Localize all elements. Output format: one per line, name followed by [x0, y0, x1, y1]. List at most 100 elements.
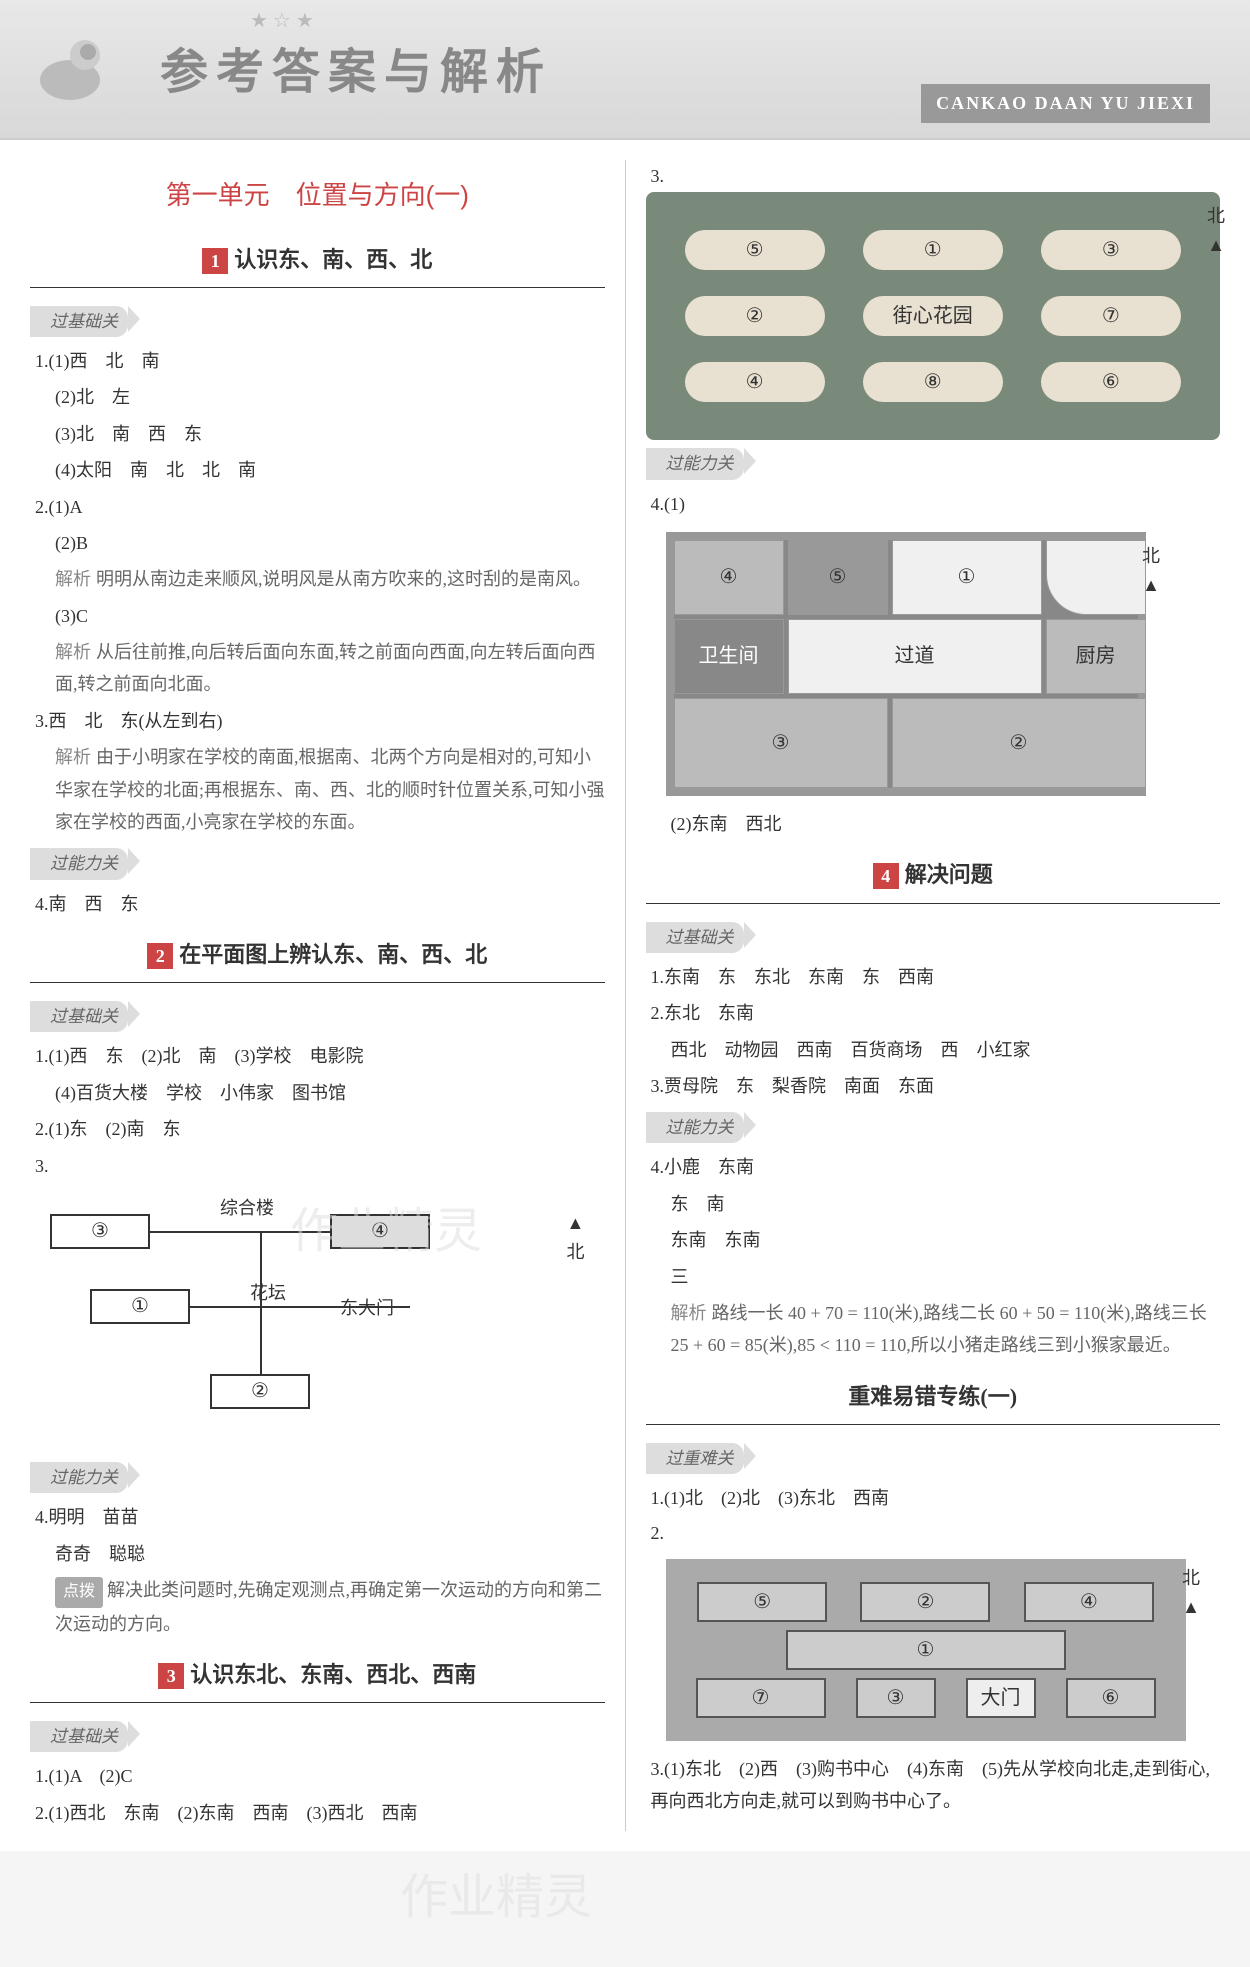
garden-diagram: ⑤ ① ③ ② 街心花园 ⑦ ④ ⑧ ⑥: [646, 192, 1221, 440]
diagram-box-4: ④: [330, 1214, 430, 1249]
answer-text: 4.小鹿 东南: [646, 1149, 1221, 1185]
section-1-title: 1认识东、南、西、北: [30, 242, 605, 277]
garden-pill: ⑦: [1041, 296, 1181, 336]
answer-text: 3.西 北 东(从左到右): [30, 703, 605, 739]
room-1: ①: [892, 540, 1042, 615]
section-num: 2: [147, 943, 173, 969]
level-hard-tag: 过重难关: [646, 1443, 744, 1474]
building-box: ①: [786, 1630, 1066, 1670]
level-basic-tag: 过基础关: [646, 922, 744, 953]
section-text: 在平面图上辨认东、南、西、北: [179, 942, 487, 967]
answer-text: 2.东北 东南: [646, 995, 1221, 1031]
answer-text: (2)东南 西北: [646, 806, 1221, 842]
main-content: 第一单元 位置与方向(一) 1认识东、南、西、北 过基础关 1.(1)西 北 南…: [0, 140, 1250, 1851]
header-pinyin-badge: CANKAO DAAN YU JIEXI: [921, 84, 1210, 123]
analysis-content: 明明从南边走来顺风,说明风是从南方吹来的,这时刮的是南风。: [96, 569, 591, 589]
section-text: 解决问题: [905, 862, 993, 887]
divider-line: [30, 287, 605, 288]
section-text: 认识东、南、西、北: [234, 247, 432, 272]
left-column: 第一单元 位置与方向(一) 1认识东、南、西、北 过基础关 1.(1)西 北 南…: [30, 160, 605, 1831]
garden-pill-center: 街心花园: [863, 296, 1003, 336]
right-column: 3. ⑤ ① ③ ② 街心花园 ⑦ ④ ⑧ ⑥ 北▲: [646, 160, 1221, 1831]
answer-text: 奇奇 聪聪: [30, 1536, 605, 1572]
diagram-box-3: ③: [50, 1214, 150, 1249]
answer-text: (2)北 左: [30, 379, 605, 415]
building-box: ④: [1024, 1582, 1154, 1622]
north-indicator: 北▲: [1182, 1564, 1200, 1622]
level-basic-tag: 过基础关: [30, 1721, 128, 1752]
analysis-label: 解析: [55, 569, 91, 589]
building-box: ②: [860, 1582, 990, 1622]
section-text: 认识东北、东南、西北、西南: [190, 1662, 476, 1687]
answer-text: 三: [646, 1259, 1221, 1295]
diagram-line: [260, 1231, 262, 1374]
analysis-text: 解析路线一长 40 + 70 = 110(米),路线二长 60 + 50 = 1…: [646, 1295, 1221, 1364]
level-ability-tag: 过能力关: [646, 1112, 744, 1143]
analysis-label: 解析: [55, 642, 91, 662]
room-4: ④: [674, 540, 784, 615]
answer-text: 2.(1)东 (2)南 东: [30, 1111, 605, 1147]
analysis-content: 从后往前推,向后转后面向东面,转之前面向西面,向左转后面向西面,转之前面向北面。: [55, 642, 596, 694]
answer-text: 4.明明 苗苗: [30, 1499, 605, 1535]
level-basic-tag: 过基础关: [30, 1001, 128, 1032]
analysis-text: 解析由于小明家在学校的南面,根据南、北两个方向是相对的,可知小华家在学校的北面;…: [30, 739, 605, 840]
answer-text: 2.(1)A: [30, 489, 605, 525]
north-indicator: 北▲: [1142, 542, 1160, 600]
answer-text: 1.(1)西 北 南: [30, 343, 605, 379]
answer-text: 东 南: [646, 1186, 1221, 1222]
divider-line: [646, 1424, 1221, 1425]
answer-text: 3.贾母院 东 梨香院 南面 东面: [646, 1068, 1221, 1104]
building-box: ⑦: [696, 1678, 826, 1718]
answer-text: (4)太阳 南 北 北 南: [30, 452, 605, 488]
answer-text: 4.(1): [646, 486, 1221, 522]
analysis-text: 解析从后往前推,向后转后面向东面,转之前面向西面,向左转后面向西面,转之前面向北…: [30, 634, 605, 703]
room-3: ③: [674, 698, 888, 788]
answer-text: 2.: [646, 1521, 665, 1545]
answer-text: 1.东南 东 东北 东南 东 西南: [646, 959, 1221, 995]
watermark: 作业精灵: [400, 1860, 592, 1937]
garden-pill: ⑧: [863, 362, 1003, 402]
garden-pill: ②: [685, 296, 825, 336]
answer-text: 3.(1)东北 (2)西 (3)购书中心 (4)东南 (5)先从学校向北走,走到…: [646, 1751, 1221, 1820]
answer-text: (2)B: [30, 525, 605, 561]
answer-text: (4)百货大楼 学校 小伟家 图书馆: [30, 1075, 605, 1111]
answer-text: 3.: [30, 1148, 605, 1184]
room-door: [1046, 540, 1146, 615]
north-indicator: ▲北: [567, 1209, 585, 1267]
section-2-title: 2在平面图上辨认东、南、西、北: [30, 937, 605, 972]
answer-text: 1.(1)西 东 (2)北 南 (3)学校 电影院: [30, 1038, 605, 1074]
diagram-box-1: ①: [90, 1289, 190, 1324]
astronaut-icon: [30, 30, 130, 110]
level-basic-tag: 过基础关: [30, 306, 128, 337]
building-box: ③: [856, 1678, 936, 1718]
building-box-gate: 大门: [966, 1678, 1036, 1718]
level-ability-tag: 过能力关: [30, 848, 128, 879]
room-5: ⑤: [788, 540, 888, 615]
garden-pill: ⑤: [685, 230, 825, 270]
tip-content: 解决此类问题时,先确定观测点,再确定第一次运动的方向和第二次运动的方向。: [55, 1580, 602, 1634]
diagram-label-flower: 花坛: [250, 1279, 286, 1308]
divider-line: [30, 982, 605, 983]
analysis-label: 解析: [55, 747, 91, 767]
diagram-label-building: 综合楼: [220, 1194, 274, 1223]
section-num: 4: [873, 863, 899, 889]
special-section-title: 重难易错专练(一): [646, 1379, 1221, 1414]
building-box: ⑤: [697, 1582, 827, 1622]
header-stars: ★ ☆ ★: [250, 5, 314, 37]
divider-line: [30, 1702, 605, 1703]
section-num: 1: [202, 248, 228, 274]
answer-text: (3)北 南 西 东: [30, 416, 605, 452]
answer-text: 1.(1)北 (2)北 (3)东北 西南: [646, 1480, 1221, 1516]
diagram-line: [150, 1231, 330, 1233]
building-layout-diagram: ⑤ ② ④ ① ⑦ ③ 大门 ⑥: [666, 1559, 1186, 1741]
answer-text: 1.(1)A (2)C: [30, 1758, 605, 1794]
garden-pill: ⑥: [1041, 362, 1181, 402]
north-indicator: 北▲: [1207, 202, 1225, 260]
campus-diagram: ③ 综合楼 ④ ① 花坛 东大门 ② ▲北 作业精灵: [40, 1194, 595, 1444]
header-title: 参考答案与解析: [160, 35, 552, 112]
garden-pill: ④: [685, 362, 825, 402]
room-hallway: 过道: [788, 619, 1042, 694]
answer-text: 东南 东南: [646, 1222, 1221, 1258]
floor-plan-diagram: ④ ⑤ ① 卫生间 过道 厨房 ③ ②: [666, 532, 1146, 796]
diagram-label-gate: 东大门: [340, 1294, 394, 1323]
